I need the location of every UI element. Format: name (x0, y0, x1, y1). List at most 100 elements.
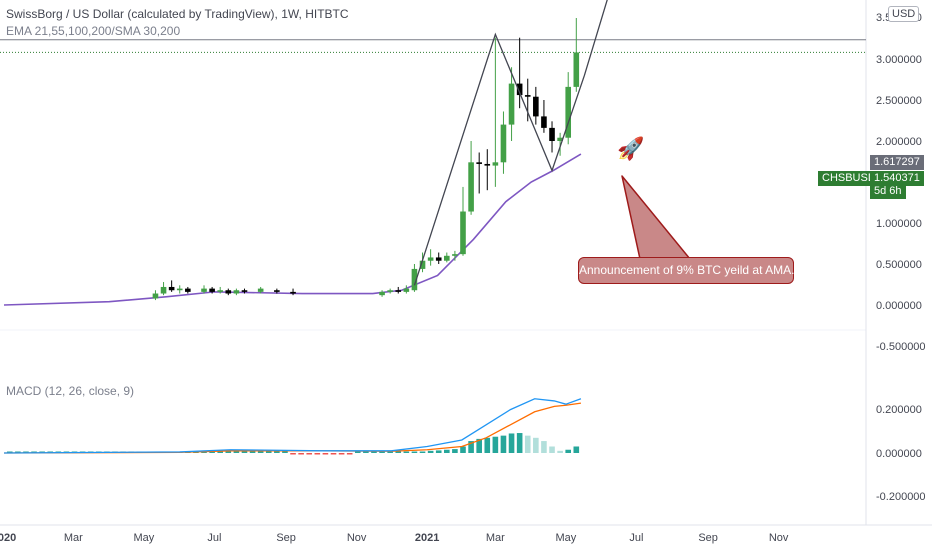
annotation-pointer (621, 175, 691, 260)
annotation-callout[interactable]: Announcement of 9% BTC yeild at AMA. (578, 257, 794, 284)
macd-histogram-bar[interactable] (541, 441, 547, 453)
macd-histogram-bar (306, 453, 313, 455)
candle-body[interactable] (516, 83, 523, 96)
candle-body[interactable] (492, 162, 499, 166)
macd-histogram-bar (209, 451, 215, 453)
candle-body[interactable] (395, 290, 402, 292)
macd-histogram-bar[interactable] (524, 435, 531, 453)
currency-button[interactable]: USD (888, 6, 920, 22)
macd-histogram-bar (6, 451, 13, 453)
macd-histogram-bar[interactable] (476, 438, 482, 453)
candle-body[interactable] (460, 211, 466, 255)
candle-body[interactable] (185, 288, 191, 292)
signal-line[interactable] (3, 402, 582, 454)
x-tick-label: 2021 (415, 532, 439, 544)
macd-histogram-bar (290, 453, 296, 455)
x-tick-label: May (556, 532, 577, 544)
x-tick-label: Jul (629, 532, 643, 544)
x-tick-label: Sep (276, 532, 296, 544)
candle-body[interactable] (533, 96, 539, 117)
candle-body[interactable] (274, 290, 280, 292)
macd-histogram-bar[interactable] (557, 450, 563, 453)
macd-histogram-bar[interactable] (435, 450, 442, 453)
candle-body[interactable] (500, 124, 507, 163)
candle-body[interactable] (557, 137, 563, 141)
macd-histogram-bar (274, 451, 280, 453)
macd-histogram-bar (241, 451, 248, 453)
macd-y-tick-label: 0.000000 (876, 448, 922, 460)
candle-body[interactable] (435, 257, 442, 261)
candle-body[interactable] (160, 286, 167, 294)
candle-body[interactable] (152, 293, 159, 299)
macd-histogram-bar[interactable] (549, 446, 555, 453)
candle-body[interactable] (549, 127, 555, 141)
candle-body[interactable] (419, 260, 426, 269)
x-tick-label: Jul (207, 532, 221, 544)
macd-histogram-bar (371, 451, 377, 453)
x-tick-label: May (134, 532, 155, 544)
macd-histogram-bar[interactable] (500, 435, 507, 453)
macd-histogram-bar (233, 451, 240, 453)
candle-body[interactable] (524, 95, 531, 97)
y-tick-label: 0.500000 (876, 259, 922, 271)
candle-body[interactable] (233, 290, 240, 294)
candle-body[interactable] (508, 83, 515, 125)
candle-body[interactable] (468, 162, 474, 212)
macd-histogram-bar[interactable] (565, 449, 572, 453)
candle-body[interactable] (257, 288, 264, 292)
candle-body[interactable] (452, 254, 458, 256)
candle-body[interactable] (484, 163, 491, 166)
candle-body[interactable] (565, 86, 572, 138)
candle-body[interactable] (379, 291, 385, 296)
candle-body[interactable] (217, 290, 224, 292)
candle-body[interactable] (411, 268, 418, 291)
macd-histogram-bar[interactable] (444, 449, 450, 453)
candle-body[interactable] (476, 162, 482, 164)
macd-legend[interactable]: MACD (12, 26, close, 9) (6, 384, 135, 398)
candle-body[interactable] (387, 290, 393, 292)
macd-histogram-bar (249, 451, 256, 453)
candle-body[interactable] (573, 52, 580, 87)
macd-histogram-bar (354, 451, 361, 453)
bar-countdown-tag: 5d 6h (870, 184, 906, 199)
macd-histogram-bar (257, 451, 264, 453)
macd-histogram-bar[interactable] (508, 433, 515, 453)
x-tick-label: Sep (698, 532, 718, 544)
candle-body[interactable] (241, 290, 248, 292)
candle-body[interactable] (201, 288, 207, 292)
candle-body[interactable] (176, 288, 183, 291)
macd-y-tick-label: 0.200000 (876, 404, 922, 416)
y-tick-label: 2.000000 (876, 136, 922, 148)
macd-line[interactable] (3, 398, 582, 454)
pattern-trend-line[interactable] (413, 0, 636, 286)
macd-histogram-bar[interactable] (516, 433, 523, 453)
candle-body[interactable] (444, 255, 450, 261)
candle-body[interactable] (427, 257, 434, 261)
macd-histogram-bar[interactable] (492, 436, 499, 453)
macd-histogram-bar (265, 451, 272, 453)
candle-body[interactable] (541, 116, 547, 128)
macd-histogram-bar (379, 451, 385, 453)
ema-line[interactable] (3, 153, 582, 306)
macd-histogram-bar (411, 451, 418, 453)
macd-histogram-bar[interactable] (484, 437, 491, 453)
macd-histogram-bar[interactable] (460, 446, 466, 453)
high-price-tag: 1.617297 (870, 155, 924, 170)
candle-body[interactable] (168, 286, 175, 291)
candle-body[interactable] (290, 291, 296, 294)
macd-histogram-bar[interactable] (533, 437, 539, 453)
indicator-legend[interactable]: EMA 21,55,100,200/SMA 30,200 (6, 24, 181, 38)
macd-histogram-bar[interactable] (573, 446, 580, 453)
macd-histogram-bar[interactable] (452, 449, 458, 453)
macd-histogram-bar (314, 453, 321, 455)
candle-body[interactable] (403, 288, 410, 292)
candle-body[interactable] (209, 288, 215, 292)
y-tick-label: -0.500000 (876, 341, 926, 353)
x-tick-label: Mar (64, 532, 83, 544)
macd-histogram-bar[interactable] (427, 450, 434, 453)
macd-histogram-bar (363, 451, 369, 453)
macd-histogram-bar[interactable] (468, 441, 474, 453)
candle-body[interactable] (225, 290, 232, 294)
